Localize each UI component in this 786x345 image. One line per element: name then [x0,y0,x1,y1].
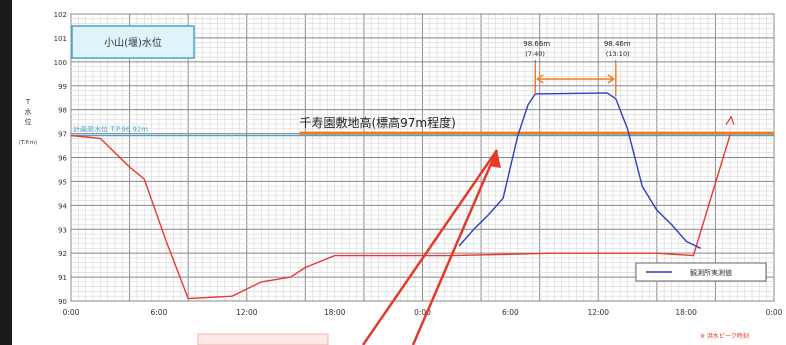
peak-label-value-1: 98.46m [604,40,631,48]
x-tick-label: 0:00 [414,308,431,317]
y-tick-label: 91 [58,274,67,282]
peak-label-time-1: (13:10) [606,50,630,58]
y-tick-label: 96 [58,155,67,163]
peak-annotations: 98.66m (7:40) 98.46m (13:10) [523,40,631,97]
callout-arrows [197,149,501,345]
peak-label-value-0: 98.66m [523,40,550,48]
y-tick-label: 102 [54,11,67,19]
bracket-arrow-left [536,74,544,84]
bracket-arrow-right [607,74,616,84]
series-layer [70,92,735,300]
bottom-note: ※ 洪水ピーク時刻 [700,332,749,340]
y-tick-label: 97 [58,131,67,139]
legend-entry: 観測所実測値 [690,268,732,277]
x-tick-label: 6:00 [502,308,519,317]
y-label-line: 位 [25,117,32,126]
callout-box-edge [197,333,329,345]
y-label-unit: (T.P.m) [19,140,37,146]
y-tick-label: 92 [58,250,67,258]
y-tick-label: 93 [58,226,67,234]
y-tick-label: 95 [58,178,67,186]
grid [70,13,775,302]
y-tick-label: 94 [58,202,67,210]
series-line-0 [70,134,731,300]
peak-label-time-0: (7:40) [525,50,545,58]
y-label-line: T [25,98,31,106]
x-tick-label: 18:00 [675,308,697,317]
x-tick-label: 6:00 [150,308,167,317]
y-axis-label: T水位 (T.P.m) [19,98,37,146]
chart-title: 小山(堰)水位 [104,36,162,49]
x-tick-label: 0:00 [63,308,80,317]
reference-line-label: 計画高水位 T.P.96.92m [73,124,148,133]
x-tick-label: 18:00 [324,308,346,317]
reference-lines: 計画高水位 T.P.96.92m 千寿園敷地高(標高97m程度) [71,115,774,137]
callout-arrow-head [489,150,501,168]
annotation-line-label: 千寿園敷地高(標高97m程度) [299,115,455,130]
y-tick-label: 99 [58,83,67,91]
y-tick-label: 101 [54,35,67,43]
y-tick-label: 100 [54,59,67,67]
legend: 観測所実測値 [635,262,767,282]
series-line-1 [458,92,702,250]
axis-ticks: 90 91 92 93 94 95 96 97 98 99 100 101 102 0:00 6:00 12:… [54,11,783,317]
series-end-arrow [725,115,735,126]
y-tick-label: 98 [58,107,67,115]
y-tick-label: 90 [58,298,67,306]
left-edge-strip [0,0,12,345]
x-tick-label: 12:00 [236,308,258,317]
callout-arrow-0 [361,149,499,345]
x-tick-label: 0:00 [766,308,783,317]
title-box: 小山(堰)水位 [71,25,195,59]
y-label-line: 水 [25,107,32,116]
x-tick-label: 12:00 [587,308,609,317]
callout-arrow-1 [411,149,499,345]
